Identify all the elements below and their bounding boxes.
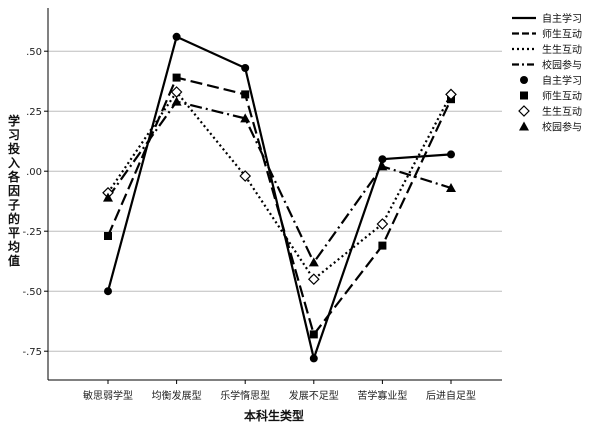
- y-tick-label: -.50: [22, 287, 42, 298]
- x-tick-label: 后进自足型: [426, 389, 476, 402]
- y-axis-title-char: 子: [8, 198, 20, 212]
- x-axis-title: 本科生类型: [244, 408, 304, 423]
- marker-diamond: [445, 88, 457, 101]
- series-line: [106, 35, 452, 363]
- marker-circle: [172, 32, 181, 41]
- marker-circle: [104, 287, 112, 296]
- series-markers: [102, 32, 457, 363]
- gridlines: [48, 50, 502, 352]
- legend-label: 自主学习: [542, 74, 582, 87]
- marker-triangle: [308, 257, 319, 267]
- y-axis-title-char: 的: [8, 211, 20, 226]
- y-axis-title-char: 投: [8, 141, 20, 156]
- marker-diamond: [376, 218, 389, 230]
- x-tick-label: 乐学惰思型: [220, 389, 270, 402]
- x-tick-label: 发展不足型: [289, 389, 339, 402]
- marker-diamond: [307, 273, 320, 286]
- marker-diamond: [239, 170, 252, 182]
- x-tick-label: 苦学寡业型: [357, 389, 407, 402]
- x-axis-ticks: 敏思弱学型 均衡发展型 乐学惰思型 发展不足型 苦学寡业型 后进自足型: [83, 380, 476, 402]
- series-line: [107, 90, 452, 281]
- y-axis-title-char: 平: [8, 226, 20, 240]
- marker-square: [104, 232, 112, 240]
- legend-label: 生生互动: [542, 105, 582, 118]
- y-axis-title-char: 习: [8, 128, 20, 142]
- marker-triangle: [103, 192, 113, 202]
- marker-square: [520, 91, 528, 100]
- marker-circle: [447, 150, 455, 159]
- y-axis-ticks: .50 .25 .00 -.25 -.50 -.75: [22, 47, 48, 358]
- series-line: [107, 100, 452, 265]
- marker-triangle: [446, 183, 456, 192]
- marker-square: [309, 330, 318, 339]
- marker-triangle: [171, 96, 182, 106]
- series-lines: [106, 35, 452, 363]
- y-tick-label: .25: [26, 107, 42, 118]
- legend-label: 生生互动: [542, 43, 582, 56]
- series-line: [106, 76, 452, 337]
- marker-circle: [378, 155, 387, 164]
- marker-triangle: [240, 113, 251, 123]
- marker-square: [241, 90, 250, 99]
- y-axis-title-char: 均: [8, 239, 20, 254]
- legend-label: 师生互动: [542, 28, 582, 41]
- y-axis-title-char: 学: [8, 113, 20, 128]
- marker-triangle: [519, 121, 529, 131]
- legend-label: 师生互动: [542, 90, 582, 103]
- y-axis-title-char: 值: [8, 253, 20, 268]
- marker-diamond: [518, 105, 530, 117]
- marker-square: [378, 241, 387, 250]
- x-tick-label: 均衡发展型: [152, 389, 202, 402]
- marker-circle: [241, 64, 250, 72]
- y-tick-label: .50: [26, 47, 42, 58]
- legend-label: 校园参与: [542, 59, 582, 72]
- y-axis-title-char: 因: [8, 183, 20, 198]
- marker-triangle: [377, 161, 388, 171]
- y-axis-title-char: 入: [8, 156, 20, 170]
- legend-label: 校园参与: [542, 121, 582, 134]
- y-tick-label: -.75: [22, 347, 42, 358]
- legend-label: 自主学习: [542, 12, 582, 25]
- marker-circle: [309, 354, 318, 363]
- y-tick-label: .00: [26, 167, 42, 178]
- y-tick-label: -.25: [22, 227, 42, 238]
- x-tick-label: 敏思弱学型: [83, 389, 133, 402]
- y-axis-title-char: 各: [7, 169, 21, 184]
- marker-circle: [520, 76, 528, 84]
- marker-square: [172, 73, 181, 82]
